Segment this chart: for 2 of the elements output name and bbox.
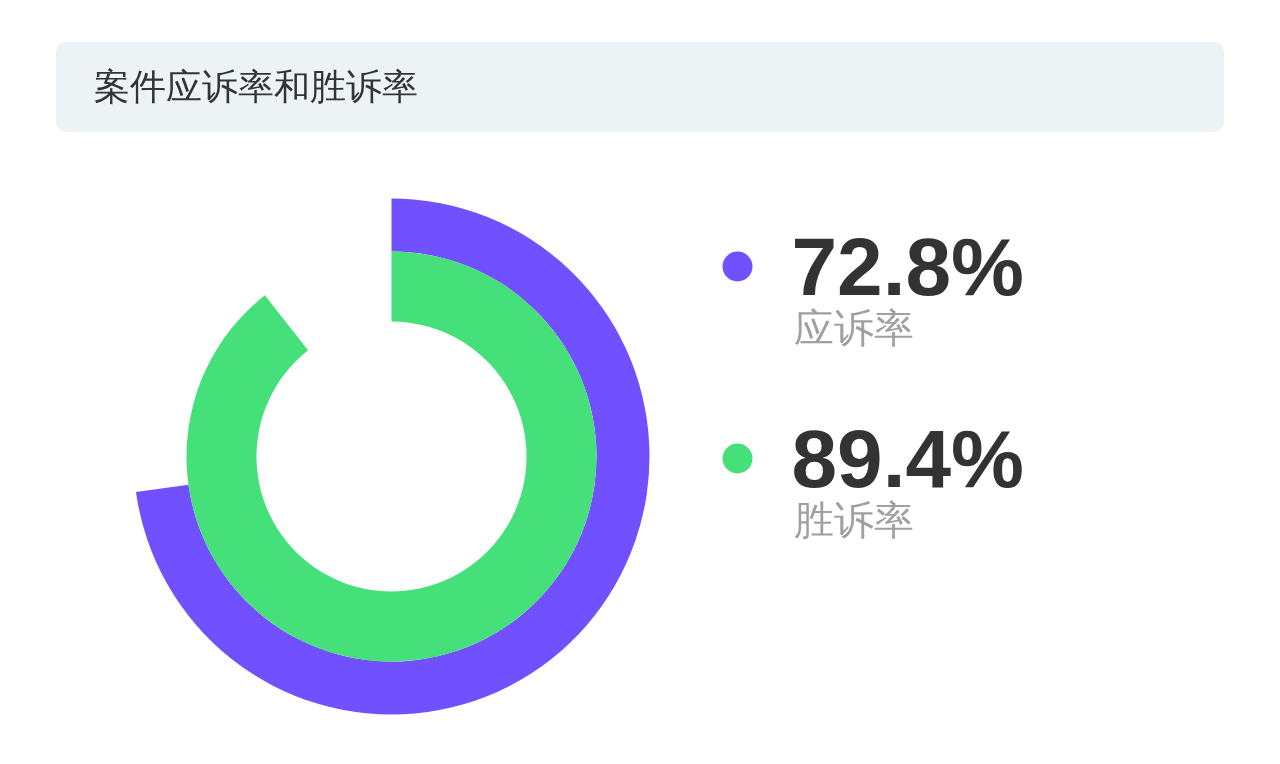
category-label: 应诉率 [793, 305, 914, 350]
text: 案件应诉率和胜诉率 [94, 65, 418, 109]
